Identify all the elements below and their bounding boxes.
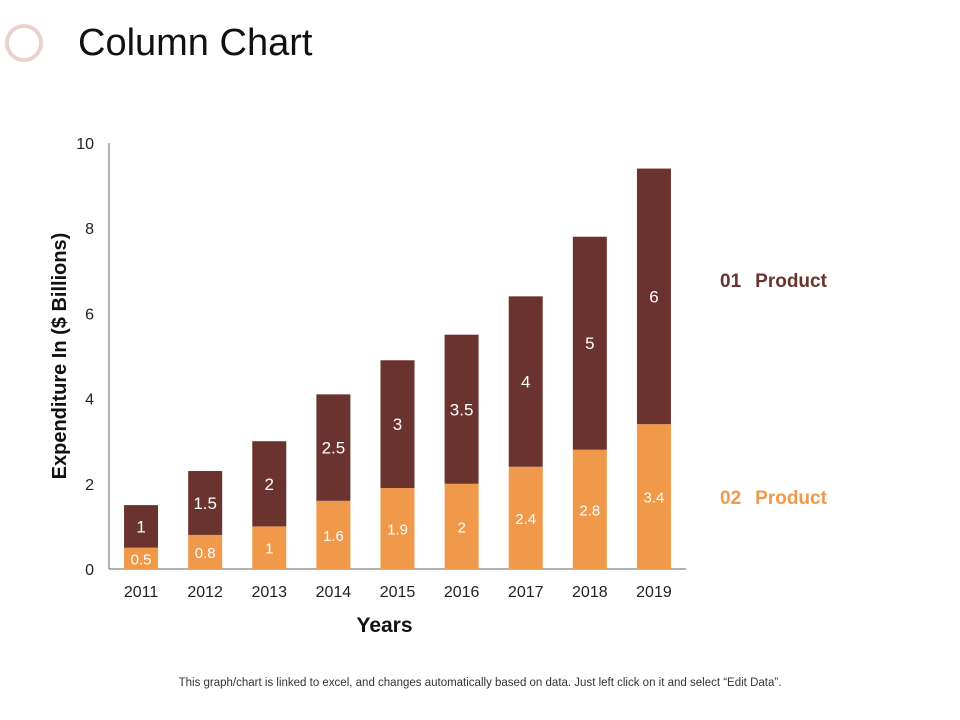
data-label: 4: [521, 373, 530, 392]
data-label: 3: [393, 415, 402, 434]
bar-product-02: [508, 466, 543, 569]
data-label: 1.9: [387, 522, 408, 539]
data-label: 2: [457, 519, 465, 536]
data-label: 2.5: [322, 439, 346, 458]
data-label: 1.6: [323, 528, 344, 545]
bar-product-01: [252, 441, 287, 527]
bar-product-02: [572, 449, 607, 569]
page-title: Column Chart: [78, 22, 313, 64]
data-label: 1: [265, 541, 273, 558]
x-tick-label: 2016: [444, 584, 480, 601]
legend-item-product-01: 01 Product: [720, 271, 827, 293]
y-tick-label: 6: [85, 306, 94, 323]
legend-item-product-02: 02 Product: [720, 488, 827, 510]
data-label: 2.8: [579, 502, 600, 519]
x-axis-title: Years: [356, 614, 412, 637]
data-label: 2.4: [515, 511, 536, 528]
y-tick-label: 4: [85, 392, 94, 409]
footer-note: This graph/chart is linked to excel, and…: [178, 677, 782, 689]
y-tick-label: 2: [85, 477, 94, 494]
data-label: 0.5: [131, 551, 152, 568]
bar-product-01: [572, 236, 607, 450]
x-tick-label: 2017: [508, 584, 544, 601]
bar-product-02: [636, 424, 671, 569]
data-label: 3.5: [450, 400, 474, 419]
legend-label: Product: [755, 488, 827, 509]
data-label: 2: [265, 475, 274, 494]
x-tick-label: 2019: [636, 584, 672, 601]
legend-label: Product: [755, 271, 827, 292]
bar-product-01: [380, 360, 415, 489]
y-tick-label: 8: [85, 221, 94, 238]
title-circle-decoration: [5, 24, 43, 62]
x-tick-label: 2014: [316, 584, 352, 601]
data-label: 5: [585, 334, 594, 353]
data-label: 1: [136, 517, 145, 536]
bar-product-02: [380, 488, 415, 569]
bar-product-01: [124, 505, 159, 548]
legend-number: 02: [720, 488, 742, 509]
x-tick-label: 2012: [187, 584, 223, 601]
bar-product-02: [444, 483, 479, 569]
y-axis-title: Expenditure In ($ Billions): [49, 233, 71, 480]
bar-product-01: [188, 471, 223, 535]
data-label: 6: [649, 287, 658, 306]
x-tick-label: 2015: [380, 584, 416, 601]
data-label: 1.5: [193, 494, 217, 513]
bar-product-01: [508, 296, 543, 467]
y-tick-label: 0: [85, 562, 94, 579]
data-label: 0.8: [195, 545, 216, 562]
data-label: 3.4: [644, 490, 665, 507]
x-tick-label: 2018: [572, 584, 608, 601]
bar-product-01: [444, 334, 479, 484]
bar-product-02: [188, 534, 223, 569]
legend-number: 01: [720, 271, 742, 292]
bar-product-01: [316, 394, 351, 501]
bar-product-02: [316, 500, 351, 569]
bar-product-02: [124, 547, 159, 569]
x-tick-label: 2013: [251, 584, 287, 601]
x-tick-label: 2011: [124, 584, 159, 601]
bar-product-02: [252, 526, 287, 569]
bar-product-01: [636, 168, 671, 425]
y-tick-label: 10: [76, 136, 94, 153]
